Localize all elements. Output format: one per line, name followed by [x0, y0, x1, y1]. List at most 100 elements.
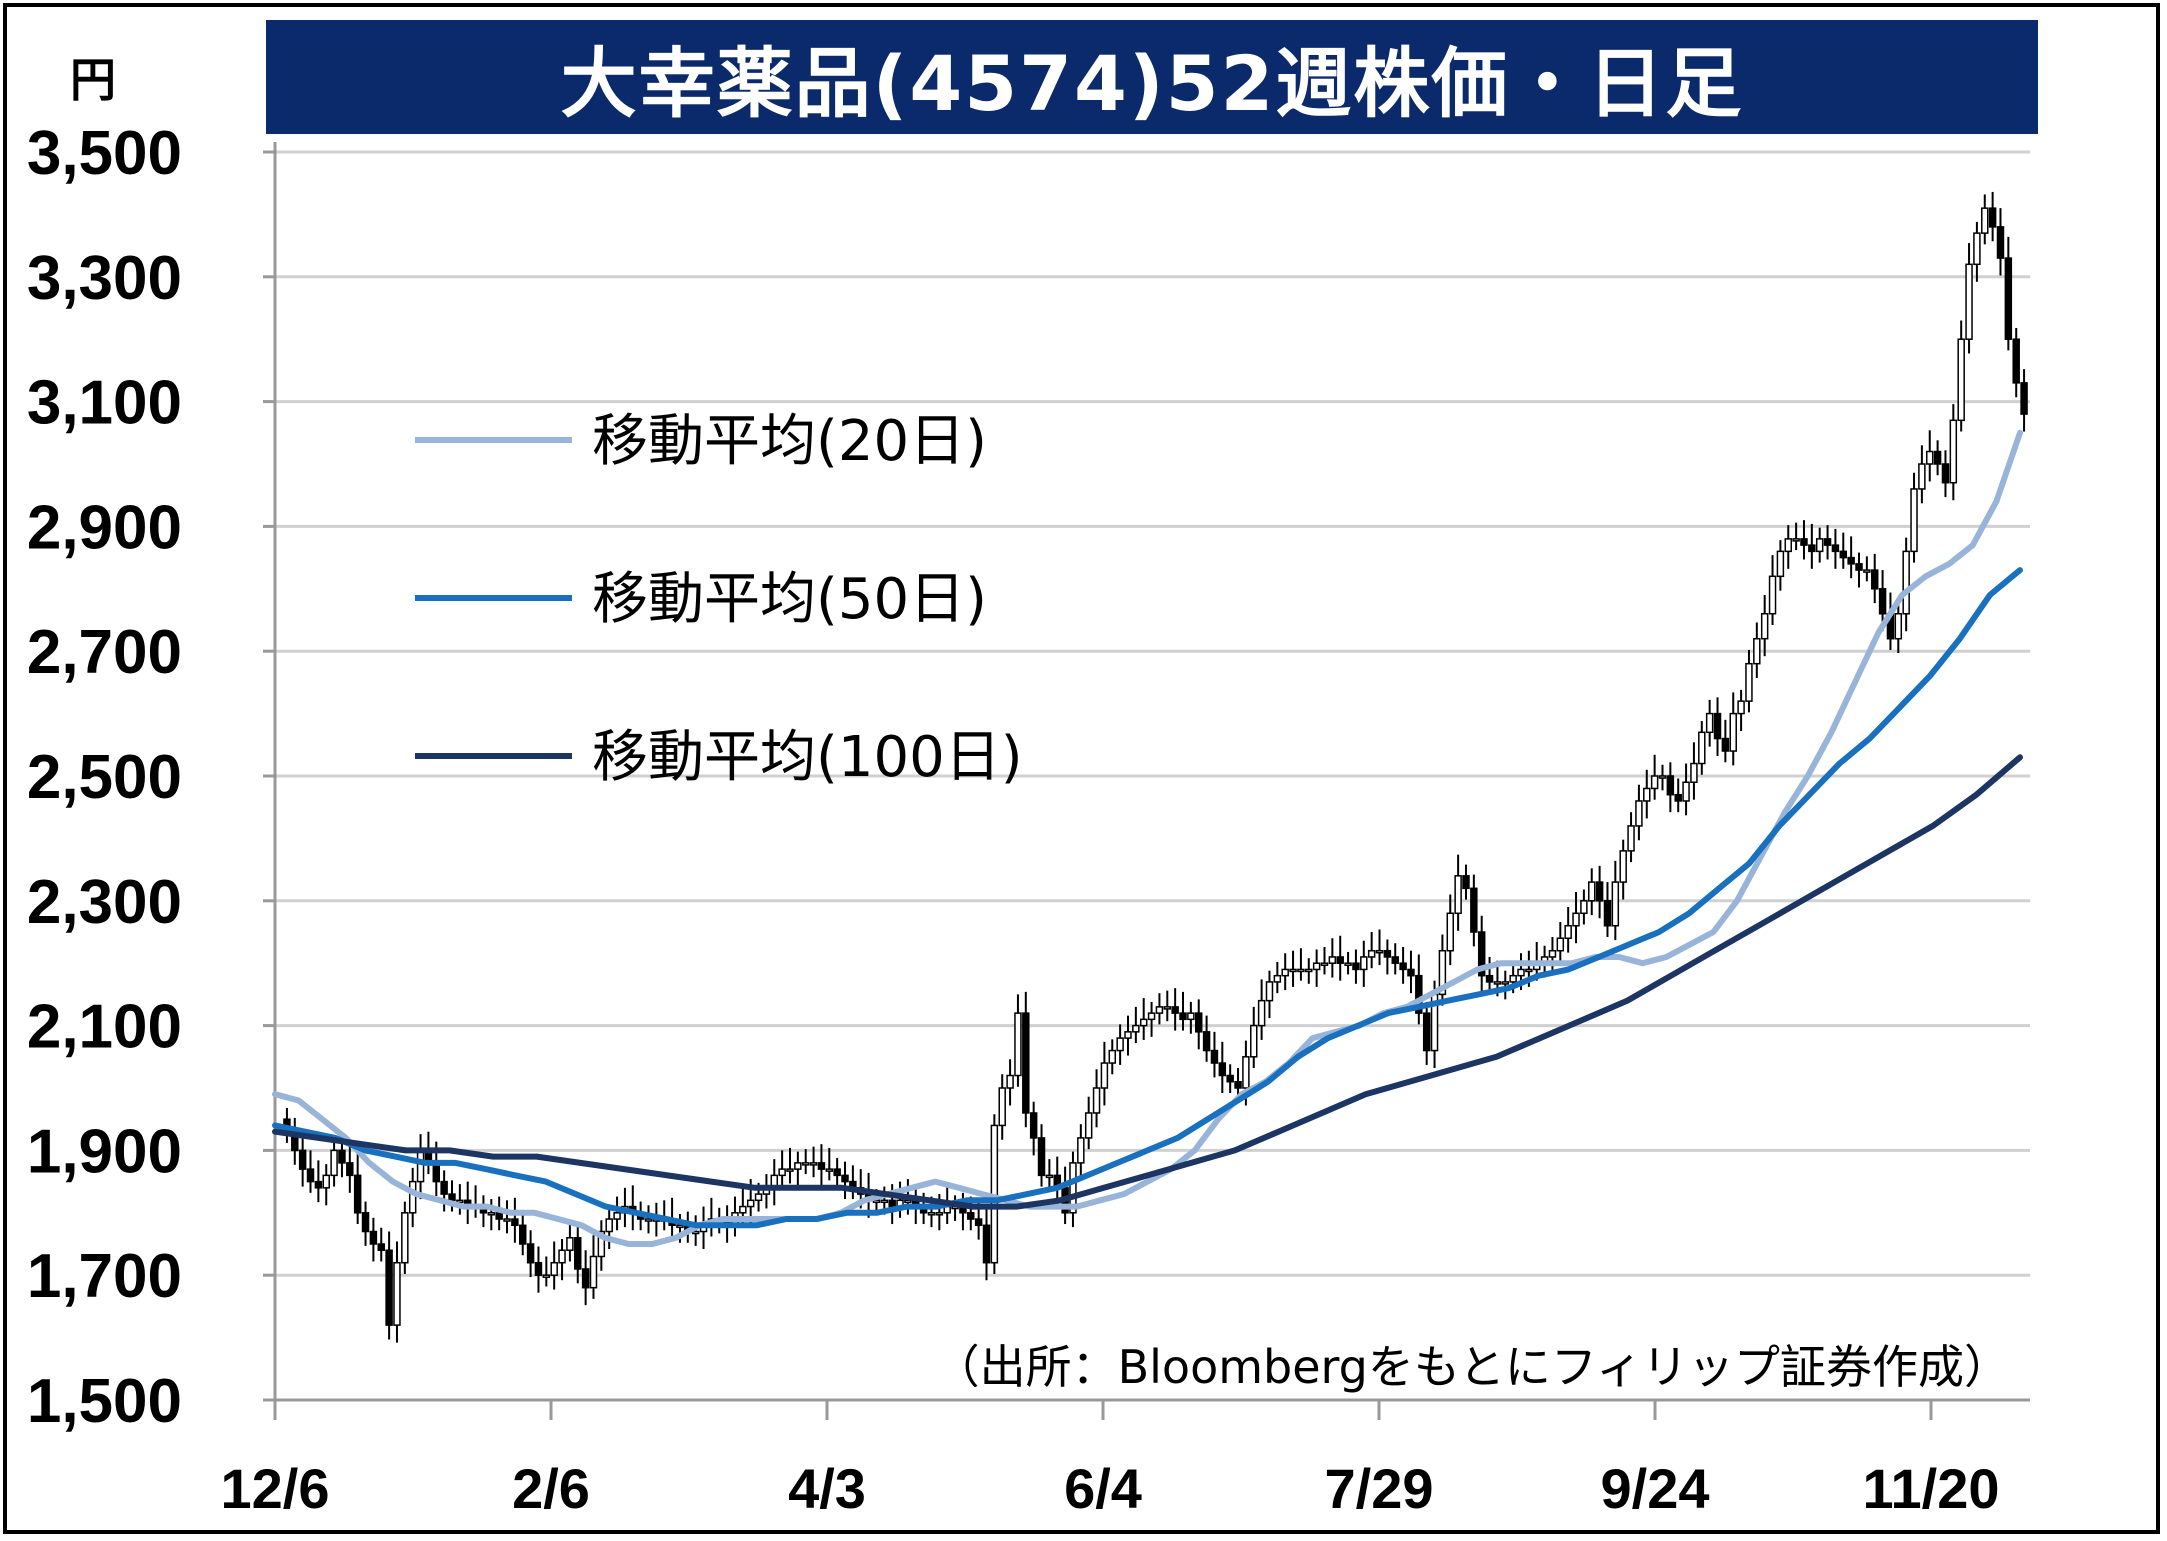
candle-body	[746, 1199, 755, 1208]
candle-body	[1910, 488, 1918, 553]
candle-body	[1831, 544, 1840, 553]
y-tick-label: 2,900	[27, 493, 182, 562]
legend-label: 移動平均(20日)	[592, 409, 987, 474]
y-tick-label: 2,300	[27, 868, 182, 937]
candle-body	[322, 1174, 330, 1189]
candle-body	[1375, 949, 1384, 954]
candle-body	[1808, 544, 1816, 553]
candle-body	[967, 1212, 975, 1220]
candle-body	[1344, 962, 1352, 966]
candle-body	[1493, 981, 1502, 985]
x-tick-label: 9/24	[1601, 1457, 1710, 1520]
candle-body	[1289, 968, 1297, 973]
candle-body	[1501, 981, 1510, 985]
candle-body	[739, 1205, 747, 1214]
candle-body	[1933, 450, 1942, 465]
candle-body	[1666, 775, 1675, 796]
candle-body	[1250, 1024, 1258, 1058]
candle-body	[534, 1261, 543, 1276]
candle-body	[1265, 981, 1274, 1002]
candle-body	[1737, 700, 1745, 715]
candle-body	[408, 1180, 417, 1214]
candle-body	[1705, 712, 1714, 734]
candle-body	[330, 1149, 338, 1177]
candle-body	[597, 1230, 606, 1258]
candle-body	[1014, 1012, 1022, 1077]
candle-body	[1815, 538, 1824, 553]
candle-body	[1635, 800, 1643, 827]
candle-body	[1415, 974, 1423, 1014]
candle-body	[1305, 968, 1313, 973]
candle-body	[1878, 588, 1887, 615]
candle-body	[440, 1180, 448, 1195]
candle-body	[1572, 912, 1580, 927]
candle-body	[872, 1199, 881, 1204]
candle-body	[1973, 232, 1981, 266]
candle-body	[809, 1162, 818, 1166]
candle-body	[1297, 968, 1305, 973]
candle-body	[1847, 556, 1855, 565]
candle-body	[1022, 1012, 1030, 1114]
candle-body	[974, 1218, 983, 1227]
candle-body	[1257, 999, 1266, 1027]
candle-body	[393, 1261, 401, 1326]
candle-body	[1870, 569, 1879, 590]
candle-body	[1124, 1031, 1132, 1039]
candle-body	[1603, 900, 1612, 927]
candle-body	[1690, 762, 1698, 783]
x-tick-label: 2/6	[512, 1457, 590, 1520]
y-tick-label: 3,100	[27, 369, 182, 438]
candle-body	[1517, 968, 1525, 977]
candle-body	[841, 1174, 849, 1183]
candle-body	[298, 1149, 307, 1170]
candle-body	[982, 1224, 991, 1264]
candle-body	[2004, 257, 2013, 340]
candlesticks	[283, 191, 2028, 1343]
candle-body	[1092, 1087, 1101, 1114]
axes	[263, 142, 2030, 1420]
candle-body	[1320, 962, 1329, 966]
y-tick-label: 3,500	[27, 119, 182, 188]
candle-body	[1438, 949, 1447, 996]
candle-body	[1643, 787, 1651, 802]
candle-body	[1509, 974, 1517, 983]
y-tick-label: 3,300	[27, 244, 182, 313]
candle-body	[1155, 1006, 1164, 1014]
candle-body	[1108, 1049, 1117, 1064]
ma-line-1	[272, 429, 2023, 1247]
candle-body	[1147, 1012, 1156, 1021]
candle-body	[1485, 974, 1494, 983]
candle-body	[1784, 538, 1792, 553]
candle-body	[778, 1168, 786, 1177]
y-tick-label: 1,500	[27, 1367, 182, 1436]
candle-body	[338, 1149, 346, 1164]
candle-body	[880, 1199, 889, 1204]
candle-body	[1037, 1137, 1046, 1177]
candle-body	[1926, 450, 1934, 465]
candle-body	[833, 1168, 841, 1177]
candle-body	[448, 1193, 456, 1202]
candle-body	[1226, 1074, 1234, 1083]
legend-label: 移動平均(100日)	[592, 725, 1023, 790]
candle-body	[487, 1212, 496, 1216]
candle-body	[1957, 338, 1965, 422]
x-tick-label: 7/29	[1325, 1457, 1434, 1520]
candle-body	[1281, 968, 1289, 977]
candle-body	[1218, 1062, 1227, 1077]
y-tick-labels: 1,500 1,700 1,900 2,100 2,300 2,500 2,700 2,900…	[27, 119, 182, 1436]
candle-body	[1336, 956, 1344, 964]
candle-body	[904, 1199, 912, 1204]
candle-body	[1580, 900, 1588, 915]
candle-body	[1462, 875, 1470, 890]
candle-body	[1902, 550, 1910, 615]
candle-body	[1454, 875, 1462, 915]
y-tick-label: 1,700	[27, 1242, 182, 1311]
x-tick-labels: 12/6 2/6 4/3 6/4 7/29 9/24 11/20	[221, 1457, 2000, 1520]
candle-body	[1407, 968, 1415, 977]
candle-body	[377, 1243, 385, 1251]
candle-body	[542, 1274, 551, 1278]
candle-body	[2020, 382, 2028, 415]
candle-body	[1941, 463, 1950, 484]
candle-body	[1132, 1024, 1140, 1033]
x-tick-label: 12/6	[221, 1457, 330, 1520]
